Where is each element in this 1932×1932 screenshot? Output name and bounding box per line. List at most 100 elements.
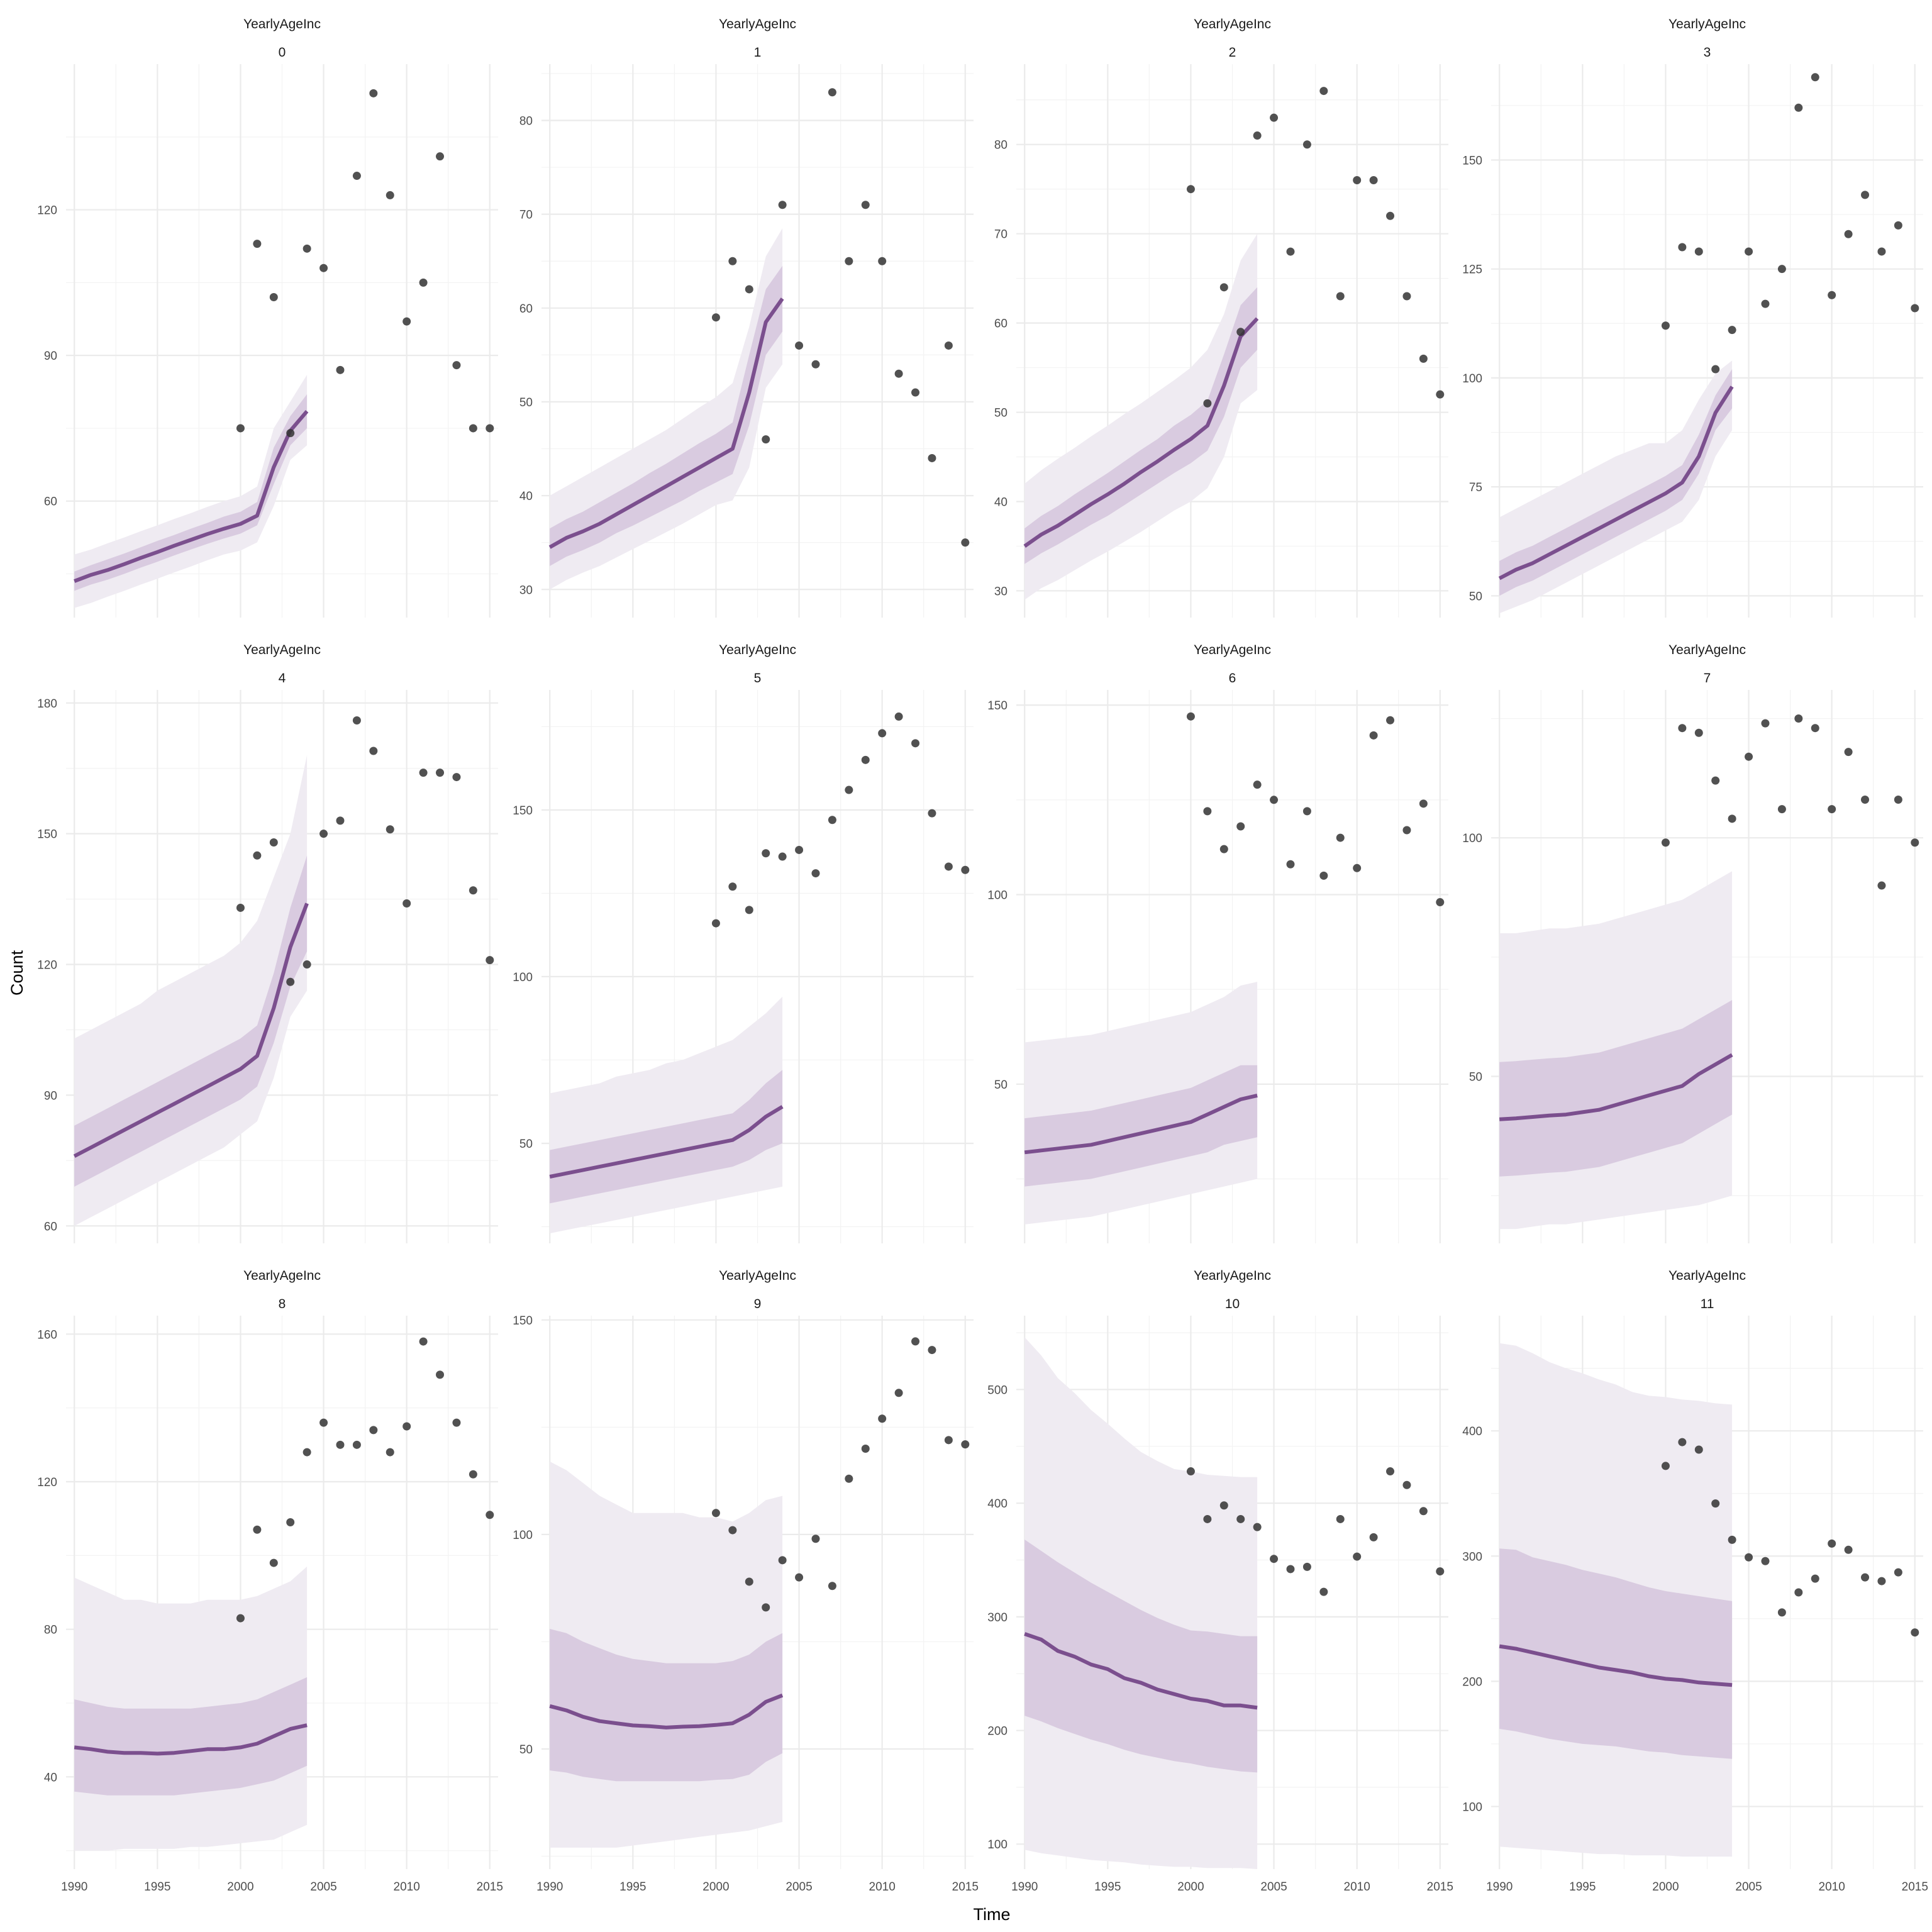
facet-strip-title: YearlyAgeInc xyxy=(719,1269,796,1283)
observed-point xyxy=(1811,724,1819,733)
observed-point xyxy=(861,755,870,764)
observed-point xyxy=(1911,838,1919,847)
observed-point xyxy=(1911,1628,1919,1637)
y-tick-label: 125 xyxy=(1462,264,1482,277)
observed-point xyxy=(911,739,920,748)
observed-point xyxy=(1286,247,1295,256)
forecast-line xyxy=(1023,317,1259,548)
observed-point xyxy=(1419,354,1428,363)
x-tick-label: 2000 xyxy=(1652,1880,1679,1894)
observed-point xyxy=(861,1444,870,1453)
y-tick-label: 150 xyxy=(37,828,57,841)
observed-point xyxy=(486,956,494,965)
observed-point xyxy=(728,882,737,891)
y-tick-label: 100 xyxy=(987,889,1008,902)
y-tick-label: 400 xyxy=(1462,1425,1482,1438)
observed-point xyxy=(1436,1567,1445,1576)
observed-point xyxy=(1694,728,1703,737)
observed-point xyxy=(1402,1480,1411,1489)
observed-point xyxy=(795,341,804,350)
observed-point xyxy=(1436,390,1445,399)
forecast-line xyxy=(74,409,309,583)
observed-point xyxy=(1728,1535,1736,1544)
x-tick-label: 2005 xyxy=(1735,1880,1762,1894)
x-tick-label: 2010 xyxy=(1819,1880,1845,1894)
y-tick-label: 400 xyxy=(987,1497,1008,1511)
observed-point xyxy=(1861,795,1870,804)
y-tick-label: 120 xyxy=(37,959,57,972)
y-tick-label: 30 xyxy=(519,584,533,597)
y-tick-label: 100 xyxy=(1462,372,1482,386)
observed-point xyxy=(369,747,378,755)
observed-point xyxy=(944,341,953,350)
facet-strip-label: 9 xyxy=(754,1297,762,1311)
observed-point xyxy=(1353,1552,1362,1561)
observed-point xyxy=(1386,716,1395,724)
observed-point xyxy=(1369,731,1378,740)
observed-point xyxy=(928,809,936,818)
y-tick-label: 80 xyxy=(519,114,533,128)
facet-strip-title: YearlyAgeInc xyxy=(1668,17,1746,31)
observed-point xyxy=(1811,1574,1819,1583)
observed-point xyxy=(1419,799,1428,808)
observed-point xyxy=(452,361,461,370)
observed-point xyxy=(319,1418,328,1427)
interval-band-80 xyxy=(74,375,308,608)
interval-band-50 xyxy=(550,1629,783,1782)
observed-point xyxy=(1861,1573,1870,1582)
facet-strip-title: YearlyAgeInc xyxy=(719,17,796,31)
observed-point xyxy=(1761,1557,1770,1565)
observed-point xyxy=(845,1474,853,1483)
interval-band-50 xyxy=(74,1677,308,1796)
observed-point xyxy=(778,1556,787,1565)
forecast-line xyxy=(1499,1644,1733,1687)
facet-panel-7: YearlyAgeInc 7 50 100 xyxy=(1462,643,1923,1243)
observed-point xyxy=(828,88,836,97)
observed-point xyxy=(1728,326,1736,335)
facet-strip-label: 1 xyxy=(754,45,762,60)
x-tick-label: 2015 xyxy=(477,1880,503,1894)
observed-point xyxy=(1203,1514,1212,1523)
y-tick-label: 100 xyxy=(1462,1801,1482,1814)
x-tick-label: 1990 xyxy=(1486,1880,1513,1894)
observed-point xyxy=(303,960,311,969)
observed-point xyxy=(795,845,804,854)
observed-point xyxy=(253,240,262,248)
facet-strip-title: YearlyAgeInc xyxy=(243,17,321,31)
x-tick-label: 1990 xyxy=(536,1880,563,1894)
observed-point xyxy=(1402,292,1411,301)
observed-point xyxy=(1236,328,1245,336)
facet-strip-title: YearlyAgeInc xyxy=(719,643,796,657)
observed-point xyxy=(1777,265,1786,274)
observed-point xyxy=(762,1603,770,1612)
observed-point xyxy=(1319,1587,1328,1596)
observed-point xyxy=(336,1440,345,1449)
observed-point xyxy=(1828,1539,1836,1548)
facet-strip-title: YearlyAgeInc xyxy=(243,643,321,657)
forecast-line xyxy=(1499,1053,1733,1121)
y-tick-label: 90 xyxy=(44,1089,57,1102)
forecast-line xyxy=(548,297,784,549)
y-tick-label: 50 xyxy=(994,1079,1008,1092)
x-tick-label: 2005 xyxy=(786,1880,812,1894)
observed-point xyxy=(1369,176,1378,185)
observed-point xyxy=(436,152,445,161)
observed-point xyxy=(1711,1499,1720,1508)
observed-point xyxy=(1694,247,1703,256)
observed-point xyxy=(811,1535,820,1543)
observed-point xyxy=(728,257,737,265)
observed-point xyxy=(1369,1533,1378,1541)
observed-point xyxy=(1270,796,1279,804)
observed-point xyxy=(1186,712,1195,721)
observed-point xyxy=(1861,191,1870,199)
observed-point xyxy=(352,716,361,725)
facet-panel-3: YearlyAgeInc 3 50 75 100 125 150 xyxy=(1462,17,1923,618)
observed-point xyxy=(436,769,445,777)
observed-point xyxy=(1661,838,1670,847)
observed-point xyxy=(878,1414,887,1423)
observed-point xyxy=(944,862,953,871)
facet-panel-4: YearlyAgeInc 4 60 90 120 150 180 xyxy=(37,643,498,1243)
observed-point xyxy=(419,769,428,777)
facet-panels: YearlyAgeInc 0 60 90 120 YearlyAgeInc 1 30 40 50 6… xyxy=(37,17,1928,1894)
observed-point xyxy=(352,1440,361,1449)
